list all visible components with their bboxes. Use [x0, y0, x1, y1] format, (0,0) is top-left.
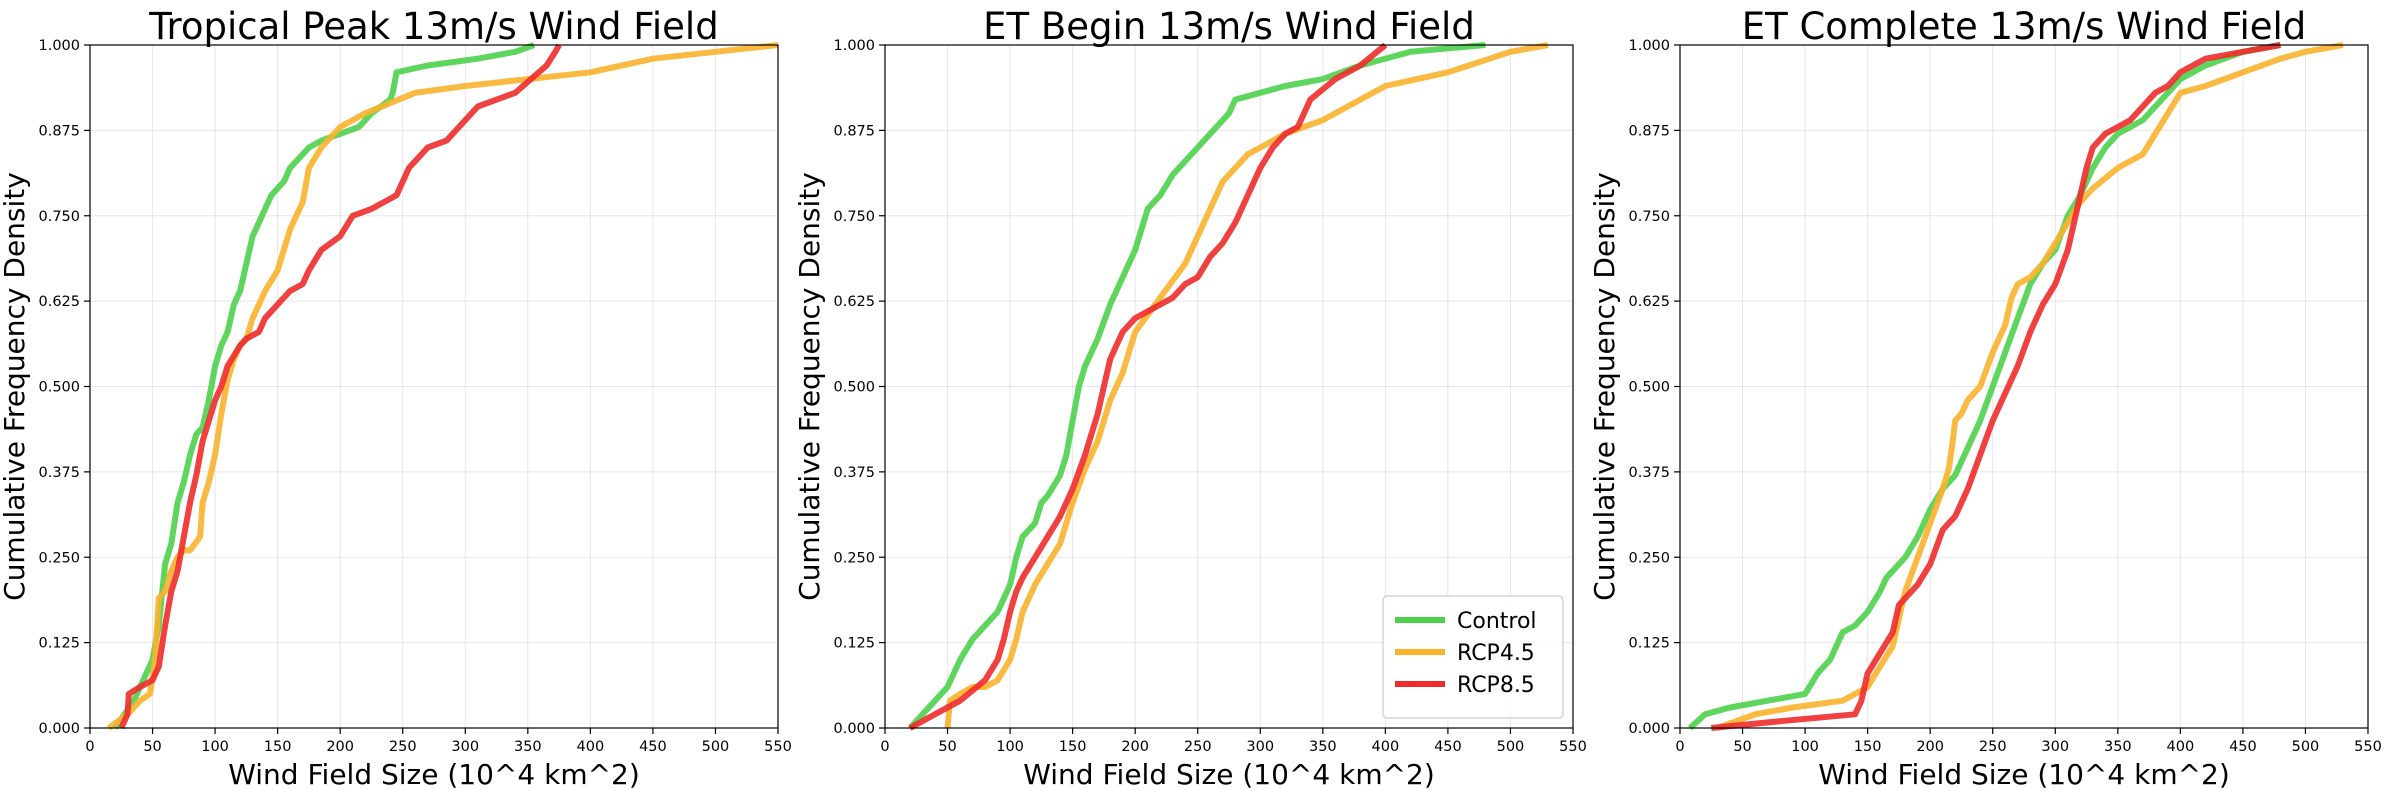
y-tick-label: 0.125: [38, 636, 80, 652]
x-tick-label: 50: [143, 739, 161, 755]
y-tick-label: 0.250: [833, 550, 875, 566]
chart-title: ET Begin 13m/s Wind Field: [983, 5, 1475, 48]
series-line-control: [907, 42, 1486, 731]
y-tick-label: 0.125: [833, 636, 875, 652]
x-tick-label: 200: [326, 739, 354, 755]
series-line-control: [1687, 42, 2281, 731]
y-tick-label: 0.500: [1628, 380, 1670, 396]
panel-et-complete: 0 50 100 150 200 250 300 350 400 450 500 550 0.000 0.…: [1588, 5, 2382, 790]
x-tick-label: 150: [264, 739, 292, 755]
x-tick-label: 100: [201, 739, 229, 755]
x-axis-label: Wind Field Size (10^4 km^2): [1818, 758, 2230, 790]
y-tick-label: 0.500: [833, 380, 875, 396]
y-tick-label: 0.625: [1628, 294, 1670, 310]
series-line-rcp4-5: [944, 42, 1549, 729]
x-tick-label: 250: [1184, 739, 1212, 755]
y-tick-label: 0.750: [1628, 209, 1670, 225]
y-tick-label: 1.000: [1628, 38, 1670, 54]
x-tick-label: 300: [2041, 739, 2069, 755]
x-tick-label: 450: [1434, 739, 1462, 755]
series-line-rcp8-5: [118, 43, 562, 730]
y-tick-label: 0.125: [1628, 636, 1670, 652]
legend: Control RCP4.5 RCP8.5: [1382, 595, 1564, 719]
tick-group: 0 50 100 150 200 250 300 350 400 450 500 550 0.000 0.…: [1628, 38, 2381, 755]
tick-group: 0 50 100 150 200 250 300 350 400 450 500 550 0.000 0.…: [38, 38, 791, 755]
y-tick-label: 0.250: [38, 550, 80, 566]
chart-title: Tropical Peak 13m/s Wind Field: [148, 5, 718, 48]
x-tick-label: 350: [514, 739, 542, 755]
x-tick-label: 100: [1791, 739, 1819, 755]
x-tick-label: 450: [639, 739, 667, 755]
series-group: [1687, 42, 2344, 731]
x-tick-label: 350: [2104, 739, 2132, 755]
y-tick-label: 0.625: [38, 294, 80, 310]
x-tick-label: 300: [451, 739, 479, 755]
x-axis-label: Wind Field Size (10^4 km^2): [228, 758, 640, 790]
x-tick-label: 300: [1246, 739, 1274, 755]
x-tick-label: 50: [938, 739, 956, 755]
x-tick-label: 400: [577, 739, 605, 755]
legend-label: RCP4.5: [1457, 641, 1535, 666]
panel-tropical-peak: 0 50 100 150 200 250 300 350 400 450 500 550 0.000 0.…: [0, 5, 792, 790]
legend-label: Control: [1457, 609, 1537, 634]
x-tick-label: 0: [880, 739, 889, 755]
series-line-rcp8-5: [908, 42, 1388, 731]
y-tick-label: 0.625: [833, 294, 875, 310]
legend-label: RCP8.5: [1457, 673, 1535, 698]
x-tick-label: 500: [1497, 739, 1525, 755]
x-tick-label: 0: [1675, 739, 1684, 755]
y-tick-label: 0.500: [38, 380, 80, 396]
series-line-rcp8-5: [1711, 42, 2281, 731]
y-tick-label: 1.000: [833, 38, 875, 54]
y-axis-label: Cumulative Frequency Density: [0, 172, 31, 601]
y-tick-label: 0.875: [38, 123, 80, 139]
series-line-rcp4-5: [1716, 42, 2344, 731]
y-tick-label: 0.375: [1628, 465, 1670, 481]
y-tick-label: 0.250: [1628, 550, 1670, 566]
x-tick-label: 100: [996, 739, 1024, 755]
y-tick-label: 0.750: [38, 209, 80, 225]
y-tick-label: 1.000: [38, 38, 80, 54]
x-tick-label: 550: [764, 739, 792, 755]
series-group: [107, 42, 779, 731]
x-axis-label: Wind Field Size (10^4 km^2): [1023, 758, 1435, 790]
x-tick-label: 350: [1309, 739, 1337, 755]
x-tick-label: 200: [1121, 739, 1149, 755]
x-tick-label: 150: [1059, 739, 1087, 755]
tick-group: 0 50 100 150 200 250 300 350 400 450 500 550 0.000 0.…: [833, 38, 1586, 755]
y-tick-label: 0.375: [38, 465, 80, 481]
panel-et-begin: 0 50 100 150 200 250 300 350 400 450 500 550 0.000 0.…: [793, 5, 1587, 790]
x-tick-label: 500: [2292, 739, 2320, 755]
x-tick-label: 550: [1559, 739, 1587, 755]
y-tick-label: 0.000: [1628, 721, 1670, 737]
x-tick-label: 50: [1733, 739, 1751, 755]
y-axis-label: Cumulative Frequency Density: [1588, 172, 1621, 601]
y-tick-label: 0.750: [833, 209, 875, 225]
y-tick-label: 0.375: [833, 465, 875, 481]
legend-box: [1382, 595, 1564, 719]
x-tick-label: 150: [1854, 739, 1882, 755]
x-tick-label: 400: [1372, 739, 1400, 755]
x-tick-label: 500: [702, 739, 730, 755]
y-axis-label: Cumulative Frequency Density: [793, 172, 826, 601]
x-tick-label: 250: [389, 739, 417, 755]
series-group: [907, 42, 1549, 731]
grid: [89, 44, 779, 729]
x-tick-label: 450: [2229, 739, 2257, 755]
x-tick-label: 550: [2354, 739, 2382, 755]
x-tick-label: 0: [85, 739, 94, 755]
y-tick-label: 0.000: [38, 721, 80, 737]
y-tick-label: 0.000: [833, 721, 875, 737]
x-tick-label: 400: [2167, 739, 2195, 755]
chart-title: ET Complete 13m/s Wind Field: [1742, 5, 2307, 48]
y-tick-label: 0.875: [833, 123, 875, 139]
y-tick-label: 0.875: [1628, 123, 1670, 139]
x-tick-label: 250: [1979, 739, 2007, 755]
x-tick-label: 200: [1916, 739, 1944, 755]
